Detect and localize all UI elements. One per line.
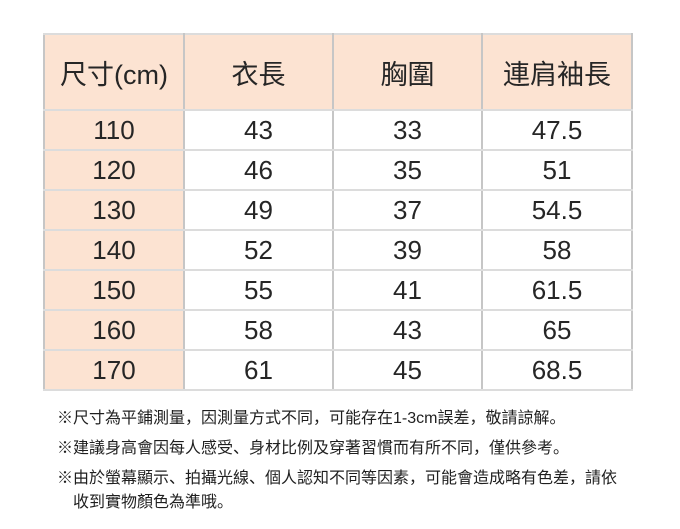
cell-chest: 35 xyxy=(332,149,483,191)
cell-size: 160 xyxy=(43,309,185,351)
footnote-measurement-tolerance: ※尺寸為平鋪測量，因測量方式不同，可能存在1-3cm誤差，敬請諒解。 xyxy=(57,410,566,427)
cell-chest: 43 xyxy=(332,309,483,351)
col-header-garment-length: 衣長 xyxy=(183,33,334,111)
table-row: 120 46 35 51 xyxy=(43,149,633,191)
col-header-sleeve-length: 連肩袖長 xyxy=(481,33,633,111)
cell-sleeve-length: 58 xyxy=(481,229,633,271)
cell-sleeve-length: 61.5 xyxy=(481,269,633,311)
cell-garment-length: 43 xyxy=(183,109,334,151)
cell-garment-length: 61 xyxy=(183,349,334,391)
table-row: 150 55 41 61.5 xyxy=(43,269,633,311)
cell-sleeve-length: 68.5 xyxy=(481,349,633,391)
col-header-chest: 胸圍 xyxy=(332,33,483,111)
footnotes: ※尺寸為平鋪測量，因測量方式不同，可能存在1-3cm誤差，敬請諒解。 ※建議身高… xyxy=(57,407,680,515)
cell-garment-length: 58 xyxy=(183,309,334,351)
cell-size: 110 xyxy=(43,109,185,151)
cell-size: 120 xyxy=(43,149,185,191)
cell-garment-length: 46 xyxy=(183,149,334,191)
table-row: 140 52 39 58 xyxy=(43,229,633,271)
cell-garment-length: 52 xyxy=(183,229,334,271)
cell-size: 130 xyxy=(43,189,185,231)
cell-chest: 41 xyxy=(332,269,483,311)
table-row: 160 58 43 65 xyxy=(43,309,633,351)
cell-sleeve-length: 65 xyxy=(481,309,633,351)
col-header-size: 尺寸(cm) xyxy=(43,33,185,111)
table-row: 110 43 33 47.5 xyxy=(43,109,633,151)
cell-chest: 45 xyxy=(332,349,483,391)
cell-size: 140 xyxy=(43,229,185,271)
footnote-height-reference: ※建議身高會因每人感受、身材比例及穿著習慣而有所不同，僅供參考。 xyxy=(57,440,570,457)
footnote-color-difference: ※由於螢幕顯示、拍攝光線、個人認知不同等因素，可能會造成略有色差，請依收到實物顏… xyxy=(57,470,618,511)
size-chart-table: 尺寸(cm) 衣長 胸圍 連肩袖長 110 43 33 47.5 120 46 … xyxy=(43,33,633,391)
cell-chest: 39 xyxy=(332,229,483,271)
cell-chest: 37 xyxy=(332,189,483,231)
cell-size: 150 xyxy=(43,269,185,311)
table-row: 130 49 37 54.5 xyxy=(43,189,633,231)
cell-garment-length: 49 xyxy=(183,189,334,231)
table-row: 170 61 45 68.5 xyxy=(43,349,633,391)
cell-chest: 33 xyxy=(332,109,483,151)
cell-size: 170 xyxy=(43,349,185,391)
cell-sleeve-length: 51 xyxy=(481,149,633,191)
header-row: 尺寸(cm) 衣長 胸圍 連肩袖長 xyxy=(43,33,633,111)
cell-sleeve-length: 47.5 xyxy=(481,109,633,151)
cell-sleeve-length: 54.5 xyxy=(481,189,633,231)
cell-garment-length: 55 xyxy=(183,269,334,311)
